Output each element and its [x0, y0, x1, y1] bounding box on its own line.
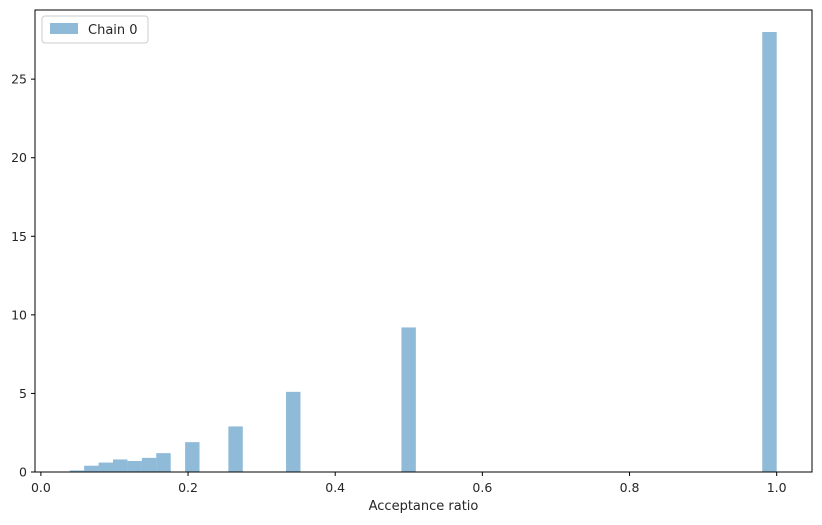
histogram-bar — [286, 391, 301, 472]
histogram-bar — [98, 462, 113, 472]
x-tick-label: 0.2 — [178, 480, 198, 495]
x-tick-label: 0.0 — [31, 480, 51, 495]
plot-background — [35, 10, 812, 472]
histogram-bar — [228, 426, 243, 472]
histogram-bar — [127, 461, 142, 472]
legend-swatch — [50, 23, 78, 34]
x-tick-label: 1.0 — [767, 480, 787, 495]
histogram-bar — [84, 465, 99, 472]
x-axis: 0.0 0.2 0.4 0.6 0.8 1.0 — [31, 472, 787, 495]
y-tick-label: 15 — [11, 229, 27, 244]
x-axis-title: Acceptance ratio — [369, 499, 479, 514]
histogram-bar — [401, 327, 416, 472]
legend: Chain 0 — [41, 15, 149, 44]
histogram-bar — [141, 457, 157, 472]
x-tick-label: 0.4 — [325, 480, 345, 495]
y-tick-label: 20 — [11, 150, 27, 165]
y-tick-label: 10 — [11, 307, 27, 322]
y-tick-label: 0 — [19, 465, 27, 480]
histogram-bar — [112, 459, 128, 472]
plot-frame — [34, 9, 813, 473]
y-tick-label: 25 — [11, 72, 27, 87]
x-tick-label: 0.6 — [472, 480, 492, 495]
x-tick-label: 0.8 — [620, 480, 640, 495]
legend-label: Chain 0 — [88, 23, 138, 38]
bars-group — [69, 32, 777, 472]
y-axis: 0 5 10 15 20 25 — [11, 72, 35, 480]
histogram-bar — [156, 453, 171, 472]
histogram-bar — [185, 442, 200, 472]
histogram-bar — [762, 32, 777, 472]
legend-frame — [41, 15, 149, 44]
histogram-bar — [69, 470, 85, 472]
y-tick-label: 5 — [19, 386, 27, 401]
